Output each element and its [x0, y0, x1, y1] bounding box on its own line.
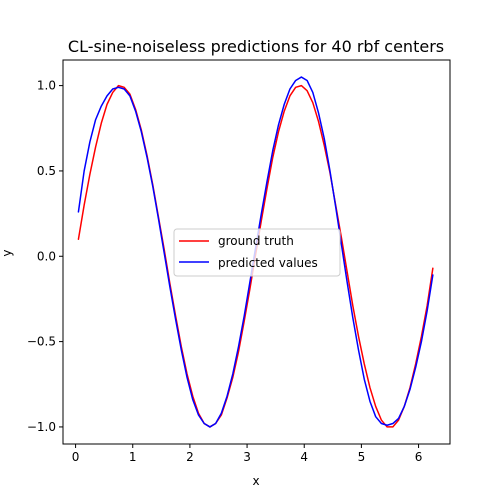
x-axis-ticks: 0 1 2 3 4 5 6 — [72, 444, 423, 464]
chart-title: CL-sine-noiseless predictions for 40 rbf… — [68, 37, 444, 56]
x-tick-label: 5 — [358, 450, 366, 464]
legend-label-predicted-values: predicted values — [218, 256, 318, 270]
legend-box — [173, 228, 341, 277]
y-tick-label: 1.0 — [37, 79, 56, 93]
x-tick-label: 0 — [72, 450, 80, 464]
y-tick-label: 0.0 — [37, 249, 56, 263]
x-axis-label: x — [252, 474, 259, 488]
legend-label-ground-truth: ground truth — [218, 234, 294, 248]
y-tick-label: −0.5 — [27, 335, 56, 349]
x-tick-label: 4 — [300, 450, 308, 464]
y-tick-label: −1.0 — [27, 420, 56, 434]
x-tick-label: 6 — [415, 450, 423, 464]
x-tick-label: 2 — [186, 450, 194, 464]
x-tick-label: 1 — [129, 450, 137, 464]
y-axis-ticks: −1.0 −0.5 0.0 0.5 1.0 — [27, 79, 63, 434]
legend: ground truth predicted values — [173, 228, 341, 277]
y-axis-label: y — [0, 249, 14, 256]
x-tick-label: 3 — [243, 450, 251, 464]
y-tick-label: 0.5 — [37, 164, 56, 178]
